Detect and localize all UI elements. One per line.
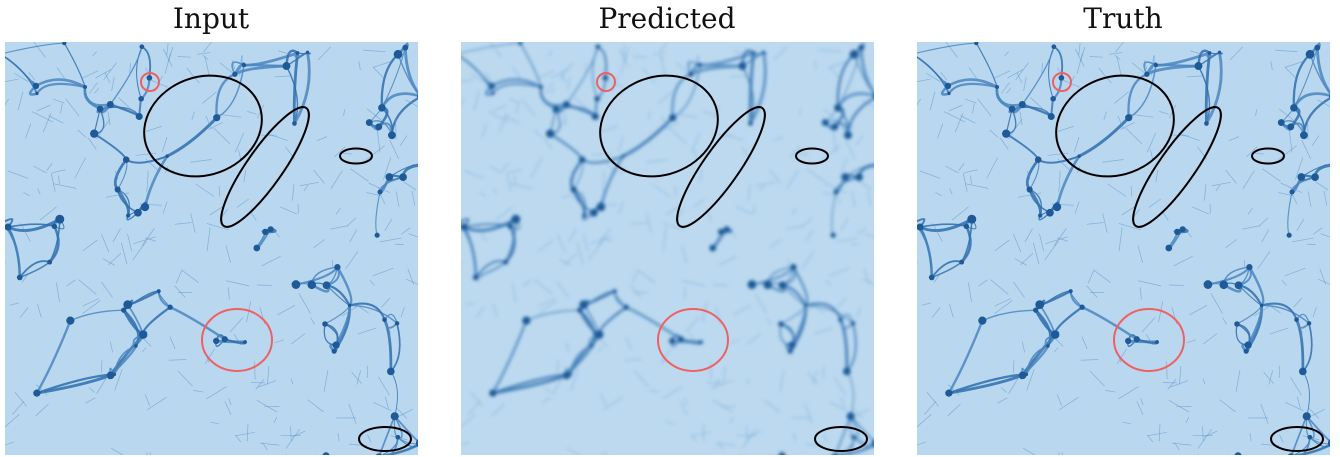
panel-input xyxy=(5,42,418,455)
panel-predicted xyxy=(461,42,874,455)
panel-title: Truth xyxy=(1083,2,1162,35)
panel-truth xyxy=(917,42,1330,455)
panel-title: Input xyxy=(173,2,250,35)
panel-title: Predicted xyxy=(598,2,735,35)
